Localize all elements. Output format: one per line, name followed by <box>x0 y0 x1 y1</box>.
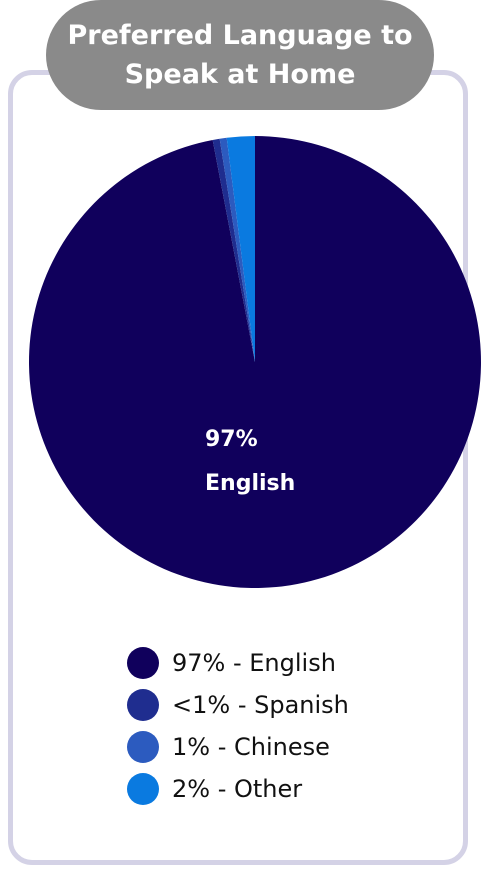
pie-center-label: 97% English <box>205 418 295 506</box>
legend-label-spanish: <1% - Spanish <box>172 691 349 719</box>
legend-item-spanish: <1% - Spanish <box>127 684 349 726</box>
pie-center-name: English <box>205 471 296 496</box>
legend: 97% - English <1% - Spanish 1% - Chinese… <box>127 642 349 810</box>
chart-title-line-1: Preferred Language to <box>67 20 413 51</box>
legend-label-chinese: 1% - Chinese <box>172 733 330 761</box>
pie-center-percent: 97% <box>205 427 258 452</box>
pie-slice-other <box>226 136 255 362</box>
legend-label-english: 97% - English <box>172 649 336 677</box>
legend-swatch-chinese <box>127 731 159 763</box>
pie-slice-chinese <box>219 137 255 362</box>
legend-swatch-spanish <box>127 689 159 721</box>
legend-label-other: 2% - Other <box>172 775 303 803</box>
chart-title-line-2: Speak at Home <box>124 59 356 90</box>
legend-swatch-other <box>127 773 159 805</box>
pie-slice-spanish <box>212 138 255 362</box>
legend-item-other: 2% - Other <box>127 768 349 810</box>
chart-title: Preferred Language to Speak at Home <box>46 0 434 110</box>
legend-item-chinese: 1% - Chinese <box>127 726 349 768</box>
legend-item-english: 97% - English <box>127 642 349 684</box>
pie-slice-english <box>28 136 481 588</box>
legend-swatch-english <box>127 647 159 679</box>
